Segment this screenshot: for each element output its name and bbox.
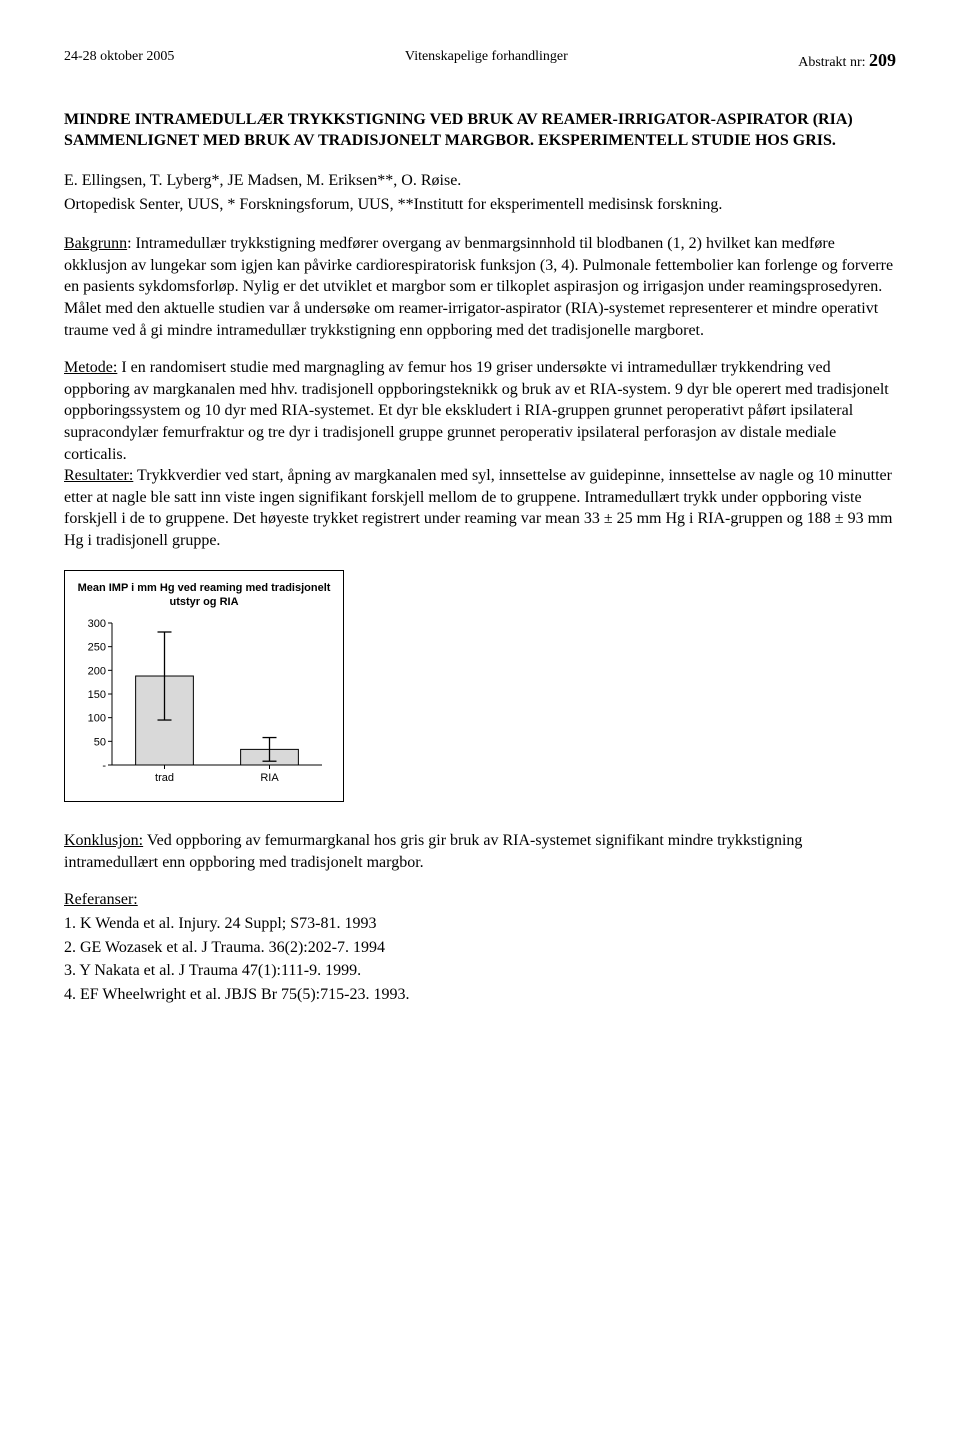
svg-text:trad: trad <box>155 772 174 784</box>
konklusjon-text: Ved oppboring av femurmargkanal hos gris… <box>64 832 802 871</box>
svg-text:-: - <box>102 760 106 772</box>
header-right: Abstrakt nr: 209 <box>798 48 896 73</box>
svg-text:150: 150 <box>88 689 106 701</box>
authors-line: E. Ellingsen, T. Lyberg*, JE Madsen, M. … <box>64 170 896 192</box>
svg-text:200: 200 <box>88 666 106 678</box>
svg-text:RIA: RIA <box>260 772 279 784</box>
bakgrunn-label: Bakgrunn <box>64 235 127 252</box>
references-block: Referanser: 1. K Wenda et al. Injury. 24… <box>64 889 896 1005</box>
abstrakt-number: 209 <box>869 50 896 70</box>
referanser-label: Referanser: <box>64 891 138 908</box>
abstrakt-label: Abstrakt nr: <box>798 55 865 70</box>
konklusjon-label: Konklusjon: <box>64 832 143 849</box>
metode-text: I en randomisert studie med margnagling … <box>64 359 889 462</box>
page-title: MINDRE INTRAMEDULLÆR TRYKKSTIGNING VED B… <box>64 109 896 152</box>
svg-text:300: 300 <box>88 618 106 630</box>
reference-item: 1. K Wenda et al. Injury. 24 Suppl; S73-… <box>64 913 896 935</box>
metode-resultater-paragraph: Metode: I en randomisert studie med marg… <box>64 357 896 551</box>
header-left: 24-28 oktober 2005 <box>64 48 174 73</box>
reference-item: 4. EF Wheelwright et al. JBJS Br 75(5):7… <box>64 984 896 1006</box>
resultater-label: Resultater: <box>64 467 133 484</box>
bakgrunn-text: : Intramedullær trykkstigning medfører o… <box>64 235 893 338</box>
chart-title: Mean IMP i mm Hg ved reaming med tradisj… <box>77 581 331 610</box>
chart-container: Mean IMP i mm Hg ved reaming med tradisj… <box>64 570 344 803</box>
resultater-text: Trykkverdier ved start, åpning av margka… <box>64 467 892 549</box>
page-header: 24-28 oktober 2005 Vitenskapelige forhan… <box>64 48 896 73</box>
svg-text:100: 100 <box>88 713 106 725</box>
header-mid: Vitenskapelige forhandlinger <box>174 48 798 73</box>
metode-label: Metode: <box>64 359 117 376</box>
reference-item: 3. Y Nakata et al. J Trauma 47(1):111-9.… <box>64 960 896 982</box>
svg-text:250: 250 <box>88 642 106 654</box>
bakgrunn-paragraph: Bakgrunn: Intramedullær trykkstigning me… <box>64 233 896 341</box>
reference-item: 2. GE Wozasek et al. J Trauma. 36(2):202… <box>64 937 896 959</box>
affiliation-line: Ortopedisk Senter, UUS, * Forskningsforu… <box>64 194 896 216</box>
konklusjon-paragraph: Konklusjon: Ved oppboring av femurmargka… <box>64 830 896 873</box>
bar-chart: - 50 100 150 200 250 300 trad RIA <box>78 617 330 787</box>
svg-text:50: 50 <box>94 737 106 749</box>
